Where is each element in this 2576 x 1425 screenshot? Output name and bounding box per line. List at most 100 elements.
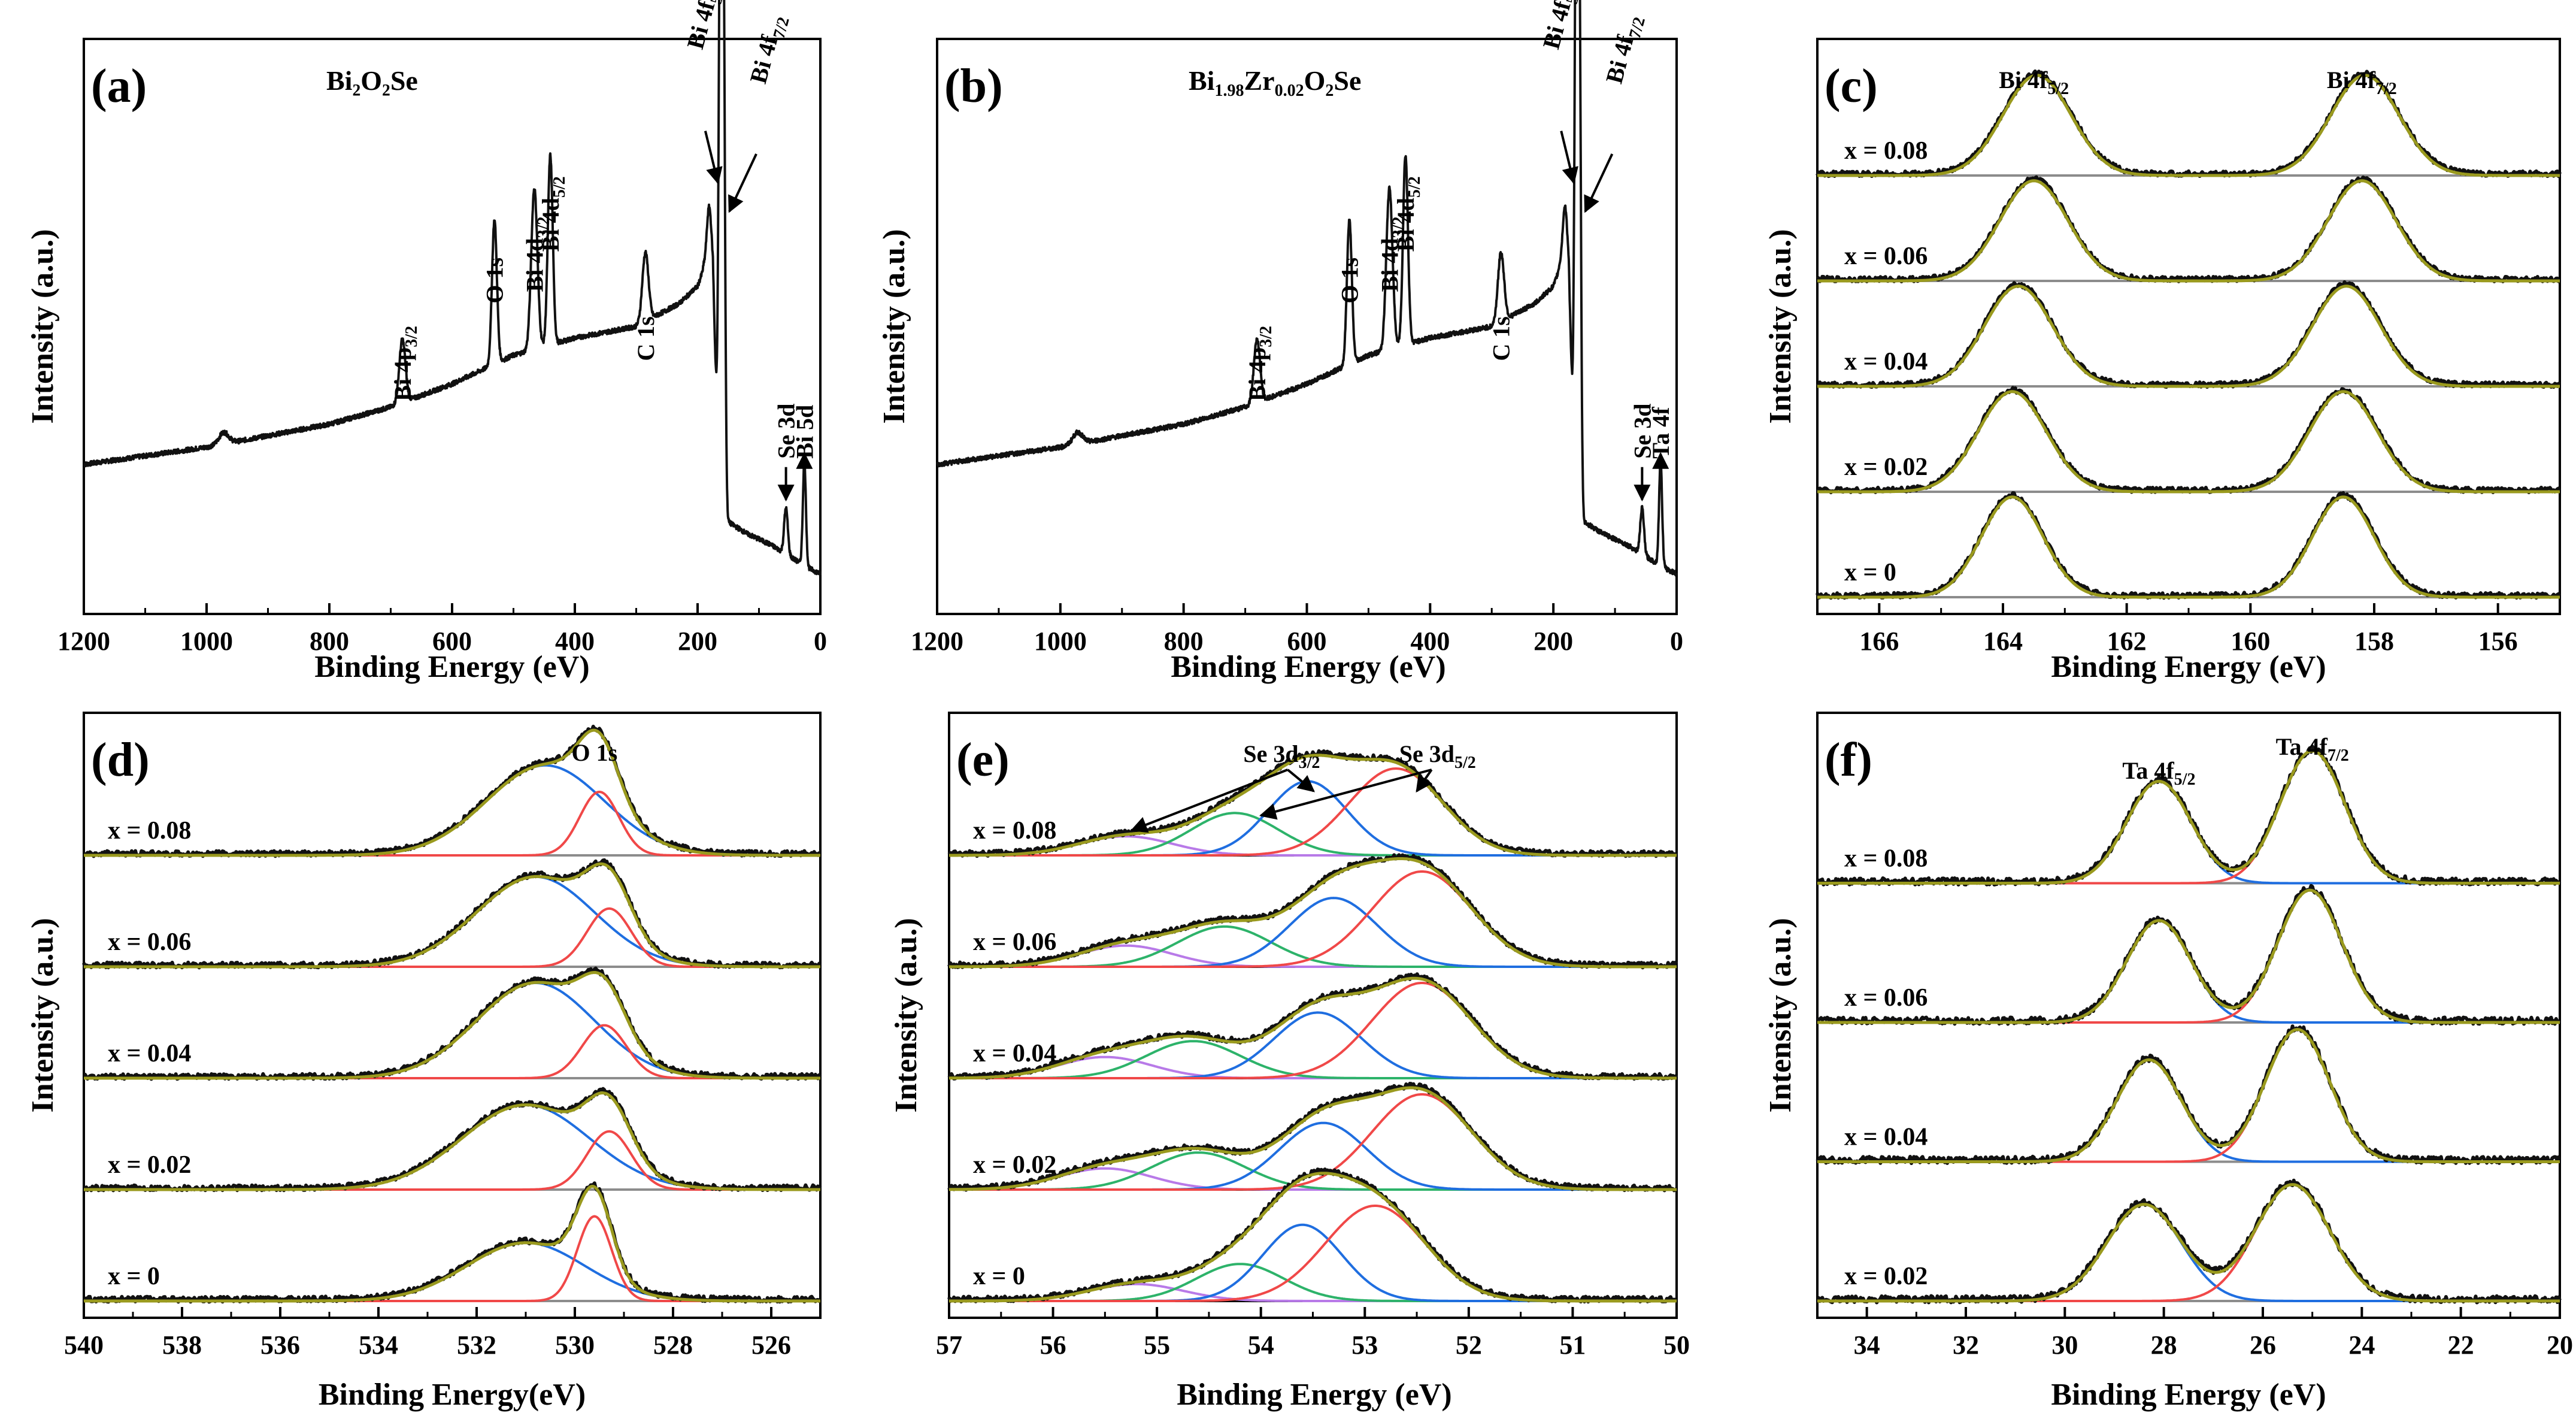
fit-envelope [1817,390,2560,494]
spectrum-row: x = 0.04 [1816,1024,2560,1165]
panel-label: (b) [944,60,1003,113]
annotation-bi-4f7-2: Bi 4f7/2 [744,12,793,88]
fit-envelope [1817,74,2560,177]
x-tick-label: 162 [2107,627,2147,656]
y-axis-label: Intensity (a.u.) [26,918,60,1112]
x-tick-label: 54 [1248,1330,1274,1360]
x-tick-label: 26 [2250,1330,2276,1360]
arrow [1130,769,1289,833]
raw-data [83,966,822,1081]
row-label: x = 0.04 [1844,1124,1928,1151]
fit-envelope [84,862,820,969]
row-label: x = 0.08 [1844,137,1928,165]
fit-envelope [949,1086,1677,1191]
survey-line [83,0,822,576]
x-tick-label: 164 [1983,627,2023,656]
spectrum-row: x = 0.08 [83,724,821,858]
row-label: x = 0.08 [973,817,1056,845]
panel-a: 1200 1000 800 600 400 200 0 Binding Energy (eV)… [26,0,827,684]
annotation-bi-4d3-2: Bi 4d3/2 [1376,217,1408,292]
x-tick-label: 200 [678,627,717,656]
peak-label: Ta 4f5/2 [2122,757,2195,789]
annotation-bi-4p3-2: Bi 4p3/2 [389,326,421,401]
red-component [84,1130,820,1191]
x-tick-label: 32 [1953,1330,1979,1360]
survey-line [936,0,1678,577]
annotation-o-1s: O 1s [1337,258,1363,304]
x-tick-label: 22 [2448,1330,2474,1360]
blue-component [84,982,820,1079]
x-tick-label: 1200 [57,627,110,656]
red-component [84,790,820,857]
y-axis-label: Intensity (a.u.) [889,918,923,1112]
fit-envelope [1817,888,2560,1024]
row-label: x = 0.04 [108,1040,191,1067]
row-label: x = 0.04 [973,1040,1056,1067]
arrow [1259,769,1432,820]
x-tick-label: 1000 [180,627,233,656]
fit-envelope [1817,495,2560,599]
fit-envelope [1817,285,2560,388]
raw-data [83,724,821,858]
y-axis-label: Intensity (a.u.) [1763,229,1798,423]
fit-envelope [949,857,1677,969]
peak-label: Bi 4f7/2 [2327,66,2397,98]
row-label: x = 0.06 [108,928,191,956]
blue-component [1817,780,2560,885]
x-tick-label: 540 [64,1330,104,1360]
row-label: x = 0.02 [1844,1263,1928,1290]
axes-frame-a [83,38,822,615]
panel-label: (d) [91,734,150,786]
axes-frame-d [83,712,822,1319]
x-tick-label: 400 [555,627,595,656]
x-tick-label: 53 [1351,1330,1378,1360]
x-tick-label: 0 [814,627,827,656]
annotation-bi-4f7-2: Bi 4f7/2 [1601,12,1649,88]
row-label: x = 0.02 [1844,453,1928,481]
peak-label: Ta 4f7/2 [2276,733,2349,765]
x-tick-label: 166 [1859,627,1899,656]
row-label: x = 0.08 [108,817,191,845]
row-label: x = 0.02 [973,1151,1056,1179]
arrow [1416,769,1433,793]
x-tick-label: 534 [359,1330,398,1360]
annotation-c-1s: C 1s [1488,316,1515,361]
blue-component [84,764,820,857]
spectrum-row: x = 0.06 [1816,175,2560,283]
fit-envelope [949,754,1677,857]
spectrum-row: x = 0.06 [82,858,822,970]
blue-component [1817,919,2560,1024]
x-tick-label: 800 [1164,627,1204,656]
x-tick-label: 400 [1410,627,1450,656]
spectrum-row: x = 0 [82,1181,821,1304]
raw-data [1816,280,2560,389]
panel-label: (e) [956,734,1010,786]
fit-envelope [949,976,1677,1080]
arrow [1287,769,1315,792]
x-tick-label: 528 [653,1330,693,1360]
x-tick-label: 24 [2348,1330,2375,1360]
row-label: x = 0.06 [1844,243,1928,270]
chart-title: Bi₂O₂Se [326,65,418,96]
y-axis-label: Intensity (a.u.) [26,229,60,423]
peak-label: O 1s [571,739,617,766]
arrow [1560,131,1578,184]
x-tick-label: 20 [2547,1330,2573,1360]
x-tick-label: 0 [1670,627,1683,656]
spectrum-row: x = 0.08 [1816,745,2562,887]
x-axis-label: Binding Energy (eV) [314,650,589,684]
spectrum-row: x = 0.08 [1816,69,2562,178]
fit-envelope [84,728,820,857]
row-label: x = 0 [973,1263,1025,1290]
peak-label: Se 3d5/2 [1399,740,1476,772]
x-tick-label: 156 [2478,627,2518,656]
raw-data [1816,1024,2560,1165]
blue-component [949,1223,1677,1302]
fit-envelope [1817,749,2560,885]
row-label: x = 0 [108,1263,160,1290]
spectrum-row: x = 0 [1816,491,2561,600]
peak-label: Bi 4f5/2 [1999,66,2069,98]
spectrum-row: x = 0.04 [1816,280,2560,389]
red-component [84,1215,820,1302]
